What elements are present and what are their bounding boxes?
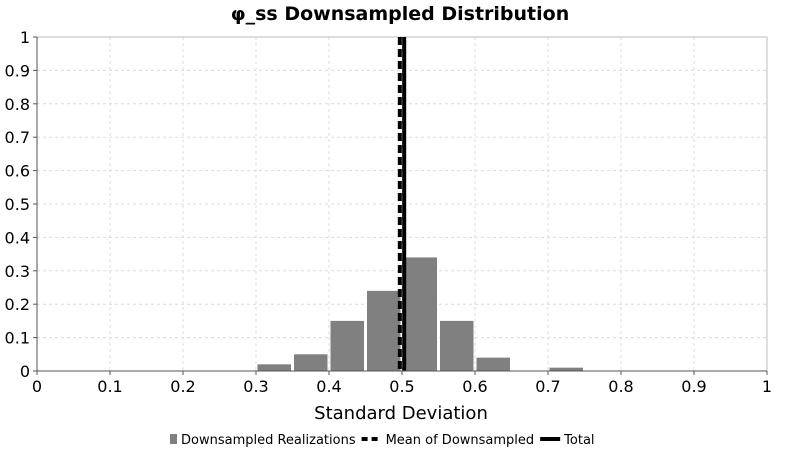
y-tick-label-9: 0.9 bbox=[5, 61, 30, 80]
y-tick-label-5: 0.5 bbox=[5, 195, 30, 214]
histogram-bar-5 bbox=[440, 320, 474, 371]
y-tick-label-0: 0 bbox=[20, 362, 30, 381]
x-tick-label-1: 0.1 bbox=[97, 377, 122, 396]
y-tick-labels: 0 0.1 0.2 0.3 0.4 0.5 0.6 0.7 0.8 0.9 1 bbox=[5, 28, 30, 381]
y-tick-label-8: 0.8 bbox=[5, 95, 30, 114]
histogram-bar-0 bbox=[257, 364, 291, 371]
histogram-bar-3 bbox=[367, 290, 401, 371]
x-tick-label-8: 0.8 bbox=[608, 377, 633, 396]
y-tick-label-3: 0.3 bbox=[5, 262, 30, 281]
legend-label-2: Total bbox=[563, 433, 594, 448]
x-tick-label-3: 0.3 bbox=[243, 377, 268, 396]
legend-swatch-bar bbox=[170, 434, 177, 444]
x-tick-label-6: 0.6 bbox=[462, 377, 487, 396]
legend-label-0: Downsampled Realizations bbox=[181, 433, 356, 448]
histogram-bar-4 bbox=[403, 257, 437, 371]
grid bbox=[37, 37, 767, 371]
legend-item-2: Total bbox=[540, 433, 595, 448]
x-tick-label-9: 0.9 bbox=[681, 377, 706, 396]
x-tick-labels: 0 0.1 0.2 0.3 0.4 0.5 0.6 0.7 0.8 0.9 1 bbox=[32, 377, 772, 396]
legend: Downsampled Realizations Mean of Downsamp… bbox=[170, 433, 595, 448]
x-tick-label-4: 0.4 bbox=[316, 377, 341, 396]
x-tick-label-7: 0.7 bbox=[535, 377, 560, 396]
reference-lines bbox=[397, 37, 407, 371]
y-tick-label-10: 1 bbox=[20, 28, 30, 47]
histogram-bar-7 bbox=[549, 367, 583, 371]
x-axis-label: Standard Deviation bbox=[314, 403, 488, 424]
x-tick-label-5: 0.5 bbox=[389, 377, 414, 396]
x-tick-label-0: 0 bbox=[32, 377, 42, 396]
histogram-bar-2 bbox=[330, 320, 364, 371]
x-tick-label-2: 0.2 bbox=[170, 377, 195, 396]
y-tick-label-6: 0.6 bbox=[5, 162, 30, 181]
y-tick-label-2: 0.2 bbox=[5, 295, 30, 314]
histogram-bar-1 bbox=[294, 354, 328, 371]
axes bbox=[33, 36, 768, 375]
histogram-bar-6 bbox=[476, 357, 510, 371]
histogram-bars bbox=[257, 257, 583, 371]
chart-title: φ_ss Downsampled Distribution bbox=[231, 3, 570, 25]
x-tick-label-10: 1 bbox=[762, 377, 772, 396]
y-tick-label-4: 0.4 bbox=[5, 228, 30, 247]
legend-item-1: Mean of Downsampled bbox=[361, 433, 535, 448]
legend-label-1: Mean of Downsampled bbox=[386, 433, 535, 448]
y-tick-label-1: 0.1 bbox=[5, 329, 30, 348]
y-tick-label-7: 0.7 bbox=[5, 128, 30, 147]
legend-item-0: Downsampled Realizations bbox=[170, 433, 356, 448]
